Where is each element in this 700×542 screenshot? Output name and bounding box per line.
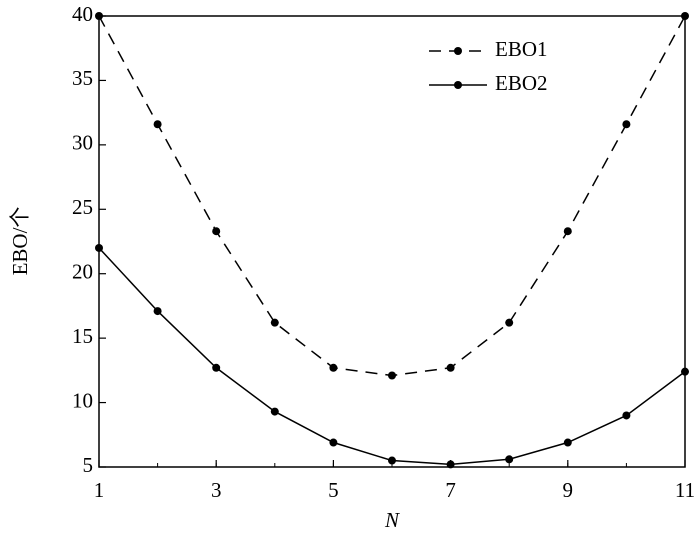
plot-frame [98, 15, 686, 468]
data-point [622, 120, 631, 129]
data-point [563, 227, 572, 236]
data-point [681, 12, 689, 20]
y-tick-label: 10 [72, 388, 93, 412]
x-tick-label: 5 [328, 478, 339, 502]
x-tick-label: 7 [445, 478, 456, 502]
data-point [212, 363, 221, 372]
data-point [622, 411, 631, 420]
data-point [212, 227, 221, 236]
y-tick-label: 35 [72, 66, 93, 90]
y-tick-label: 5 [83, 453, 94, 477]
y-tick-label: 15 [72, 324, 93, 348]
series-line [98, 247, 686, 466]
x-tick-label: 1 [94, 478, 105, 502]
data-point [446, 363, 455, 372]
data-point [505, 318, 514, 327]
y-tick-label: 20 [72, 260, 93, 284]
data-point [95, 243, 103, 252]
y-axis-label: EBO/个 [8, 207, 32, 276]
data-point [270, 318, 279, 327]
legend-label: EBO1 [495, 37, 548, 61]
legend-label: EBO2 [495, 71, 548, 95]
data-point [388, 371, 396, 380]
data-point [505, 455, 514, 464]
data-point [329, 438, 338, 447]
x-tick-label: 9 [563, 478, 574, 502]
x-axis-label: N [384, 508, 400, 532]
data-point [270, 407, 279, 416]
x-tick-label: 3 [211, 478, 222, 502]
data-point [153, 307, 162, 316]
data-point [153, 120, 162, 129]
y-tick-label: 25 [72, 195, 93, 219]
legend-marker [454, 47, 462, 55]
data-point [563, 438, 572, 447]
data-point [95, 12, 103, 20]
series-line [98, 15, 686, 377]
legend-marker [454, 81, 462, 89]
data-point [446, 460, 455, 469]
data-point [329, 363, 338, 372]
data-point [681, 367, 689, 376]
y-tick-label: 40 [72, 2, 93, 26]
x-tick-label: 11 [675, 478, 695, 502]
data-point [388, 456, 396, 465]
y-tick-label: 30 [72, 131, 93, 155]
